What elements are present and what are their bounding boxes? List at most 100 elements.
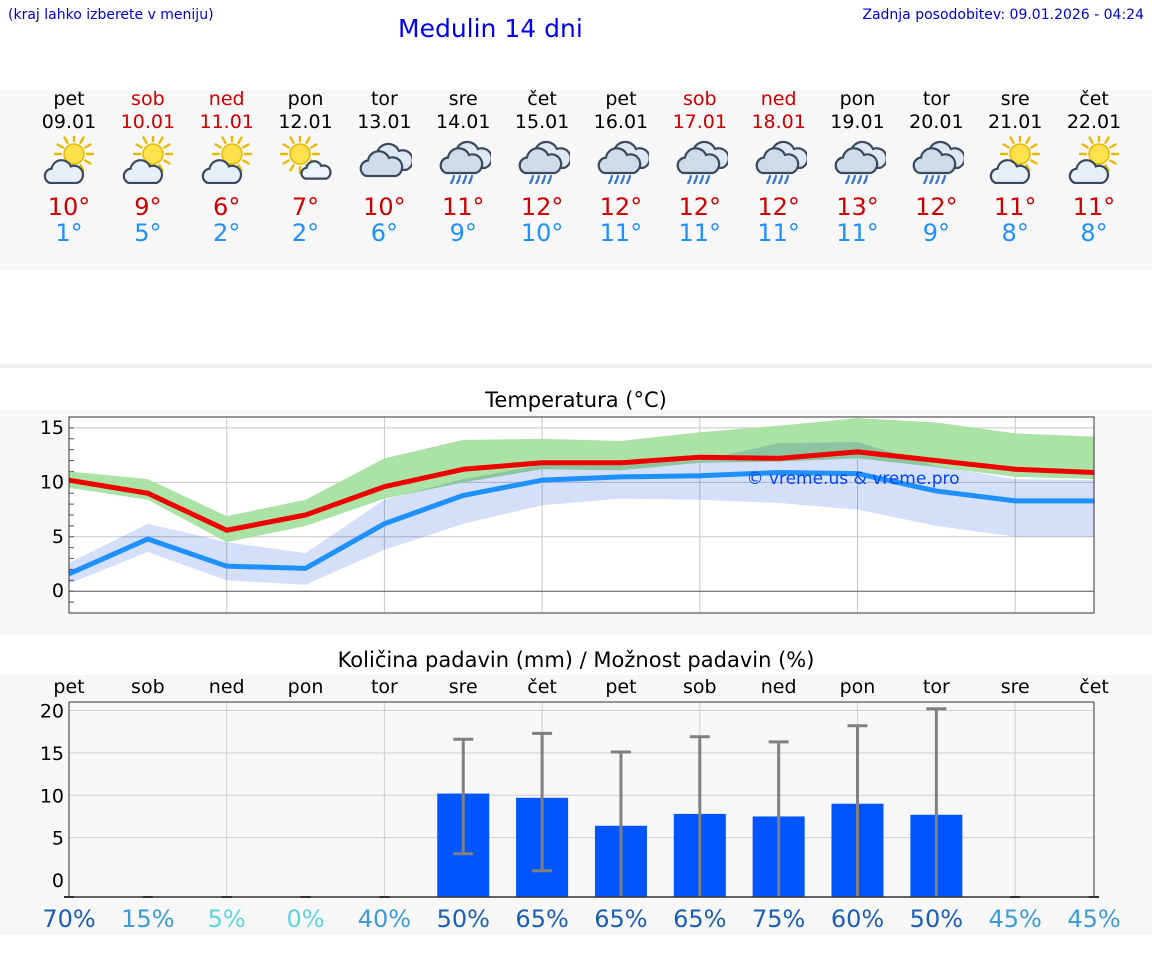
category-label: sre (449, 676, 478, 698)
sun-cloud-icon (43, 136, 95, 184)
y-tick-label: 0 (52, 870, 64, 892)
rain-cloud-icon (518, 140, 571, 184)
precipitation-probability: 0% (287, 905, 325, 933)
precipitation-probability: 45% (989, 905, 1042, 933)
rain-cloud-icon (834, 140, 886, 184)
day-date: 13.01 (357, 111, 412, 133)
precipitation-probability: 70% (42, 905, 95, 933)
day-column: pon 19.01 13° 11° (818, 88, 898, 246)
category-label: tor (371, 676, 398, 698)
y-tick-label: 5 (52, 828, 64, 850)
precipitation-probability: 45% (1067, 905, 1120, 933)
day-date: 14.01 (436, 111, 491, 133)
min-temperature: 6° (370, 219, 399, 247)
max-temperature: 11° (1072, 193, 1116, 221)
precipitation-probability: 65% (673, 905, 726, 933)
y-tick-label: 0 (52, 580, 64, 602)
min-temperature: 11° (678, 219, 722, 247)
day-name: ned (208, 88, 245, 110)
day-name: pet (53, 88, 85, 110)
day-date: 19.01 (830, 111, 885, 133)
day-date: 20.01 (909, 111, 964, 133)
precipitation-probability: 40% (358, 905, 411, 933)
min-temperature: 11° (836, 219, 879, 247)
y-tick-label: 15 (40, 417, 64, 439)
min-temperature: 9° (922, 219, 950, 247)
max-temperature: 10° (47, 193, 91, 221)
precipitation-probability: 5% (208, 905, 246, 933)
precipitation-chart: pet sob ned pon tor sre čet pet sob ned pon tor sre č… (40, 676, 1121, 933)
precipitation-probability: 65% (515, 905, 568, 933)
min-temperature: 2° (213, 219, 241, 247)
min-temperature: 11° (757, 219, 800, 247)
rain-cloud-icon (755, 140, 807, 184)
day-name: tor (922, 88, 950, 110)
day-column: čet 15.01 12° 10° (502, 88, 582, 246)
min-temperature: 10° (520, 219, 564, 247)
forecast-strip-background (0, 90, 1152, 270)
location-hint: (kraj lahko izberete v meniju) (8, 7, 214, 23)
y-tick-label: 10 (40, 471, 64, 493)
day-name: pet (605, 88, 637, 110)
sun-cloud-icon (122, 136, 174, 184)
max-temperature: 10° (363, 193, 406, 221)
day-date: 10.01 (120, 111, 176, 133)
day-date: 18.01 (751, 111, 806, 133)
y-tick-label: 20 (40, 700, 64, 722)
max-temperature: 12° (757, 193, 800, 221)
day-name: sob (131, 88, 165, 110)
min-temperature: 9° (449, 219, 477, 247)
cloud-icon (360, 142, 413, 178)
day-column: pon 12.01 7° 2° (266, 88, 346, 246)
category-label: pet (605, 676, 636, 698)
day-column: sre 14.01 11° 9° (423, 88, 503, 246)
min-temperature: 2° (291, 219, 320, 247)
category-label: tor (923, 676, 950, 698)
sun-small-cloud-icon (279, 136, 332, 180)
y-tick-label: 15 (40, 743, 64, 765)
day-name: sob (683, 88, 717, 110)
day-column: pet 16.01 12° 11° (581, 88, 661, 246)
day-column: ned 11.01 6° 2° (187, 88, 267, 246)
sun-cloud-icon (989, 136, 1041, 184)
max-temperature: 6° (213, 193, 241, 221)
precipitation-probability: 50% (437, 905, 490, 933)
category-label: sre (1001, 676, 1030, 698)
watermark: © vreme.us & vreme.pro (746, 469, 959, 489)
day-date: 22.01 (1066, 111, 1122, 133)
max-temperature: 11° (441, 193, 485, 221)
day-column: sob 17.01 12° 11° (660, 88, 740, 246)
max-temperature: 12° (599, 193, 643, 221)
sun-cloud-icon (201, 136, 252, 184)
day-column: tor 13.01 10° 6° (344, 88, 424, 246)
day-column: ned 18.01 12° 11° (739, 88, 819, 246)
day-date: 17.01 (672, 111, 727, 133)
day-column: čet 22.01 11° 8° (1054, 88, 1134, 246)
rain-cloud-icon (676, 140, 728, 184)
max-temperature: 11° (993, 193, 1037, 221)
category-label: ned (209, 676, 245, 698)
day-column: sob 10.01 9° 5° (108, 88, 188, 246)
precipitation-probability: 65% (594, 905, 647, 933)
sun-cloud-icon (1068, 136, 1120, 184)
precipitation-probability: 60% (831, 905, 884, 933)
max-temperature: 13° (836, 193, 879, 221)
page-title: Medulin 14 dni (398, 14, 583, 43)
temperature-chart-title: Temperatura (°C) (485, 388, 667, 412)
category-label: pon (288, 676, 324, 698)
day-date: 09.01 (41, 111, 97, 133)
max-temperature: 12° (915, 193, 958, 221)
max-temperature: 12° (520, 193, 564, 221)
section-divider (0, 364, 1152, 368)
day-name: pon (287, 88, 324, 110)
day-name: čet (1079, 88, 1109, 110)
day-date: 16.01 (593, 111, 649, 133)
precipitation-probability: 50% (910, 905, 963, 933)
min-temperature: 8° (1080, 219, 1108, 247)
category-label: čet (1079, 676, 1109, 698)
max-temperature: 7° (291, 193, 320, 221)
last-updated: Zadnja posodobitev: 09.01.2026 - 04:24 (862, 7, 1144, 23)
category-label: sob (131, 676, 165, 698)
y-tick-label: 10 (40, 785, 64, 807)
category-label: pon (840, 676, 876, 698)
